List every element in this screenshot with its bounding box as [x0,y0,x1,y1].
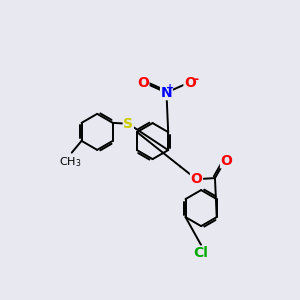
Text: O: O [137,76,149,90]
Text: CH$_3$: CH$_3$ [59,155,82,169]
Text: O: O [190,172,202,186]
Text: S: S [123,117,133,131]
Text: -: - [194,73,199,86]
Text: O: O [220,154,232,168]
Text: Cl: Cl [194,246,208,260]
Text: +: + [166,82,174,92]
Text: O: O [184,76,196,90]
Text: N: N [160,85,172,100]
